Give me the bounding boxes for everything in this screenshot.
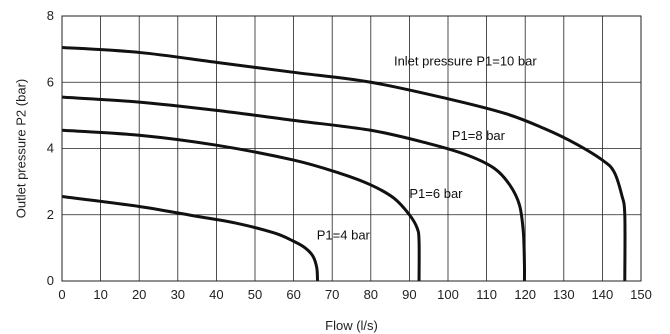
series-annotation-2: P1=8 bar <box>452 128 506 143</box>
y-tick-label: 8 <box>47 8 54 23</box>
series-annotations: Inlet pressure P1=10 bar P1=8 bar P1=6 bar… <box>317 54 538 243</box>
x-tick-label: 40 <box>209 287 223 302</box>
x-tick-label: 110 <box>476 287 497 302</box>
x-tick-label: 140 <box>592 287 614 302</box>
series-lines <box>61 45 627 282</box>
x-axis-label: Flow (l/s) <box>325 318 378 333</box>
x-tick-label: 90 <box>402 287 416 302</box>
x-tick-label: 150 <box>630 287 652 302</box>
x-tick-label: 70 <box>325 287 339 302</box>
series-line-3 <box>61 128 421 282</box>
y-axis-ticks: 0 2 4 6 8 <box>47 8 54 288</box>
y-axis-label: Outlet pressure P2 (bar) <box>13 79 28 218</box>
series-annotation-1: Inlet pressure P1=10 bar <box>394 54 537 69</box>
plot-frame <box>61 15 642 282</box>
x-tick-label: 100 <box>437 287 459 302</box>
x-tick-label: 0 <box>58 287 65 302</box>
y-tick-label: 4 <box>47 141 54 156</box>
x-tick-label: 30 <box>171 287 185 302</box>
series-line-1 <box>61 45 627 282</box>
x-tick-label: 20 <box>132 287 146 302</box>
y-tick-label: 2 <box>47 207 54 222</box>
series-annotation-4: P1=4 bar <box>317 228 371 243</box>
x-tick-label: 80 <box>364 287 378 302</box>
x-tick-label: 120 <box>514 287 536 302</box>
x-axis-ticks: 0 10 20 30 40 50 60 70 80 90 100 110 120 130 140 150 <box>58 287 651 302</box>
series-annotation-3: P1=6 bar <box>409 186 463 201</box>
x-tick-label: 50 <box>248 287 262 302</box>
series-line-2 <box>61 95 527 282</box>
x-tick-label: 60 <box>286 287 300 302</box>
y-tick-label: 6 <box>47 74 54 89</box>
x-tick-label: 10 <box>93 287 107 302</box>
x-tick-label: 130 <box>553 287 575 302</box>
series-line-4 <box>61 195 320 282</box>
y-tick-label: 0 <box>47 273 54 288</box>
